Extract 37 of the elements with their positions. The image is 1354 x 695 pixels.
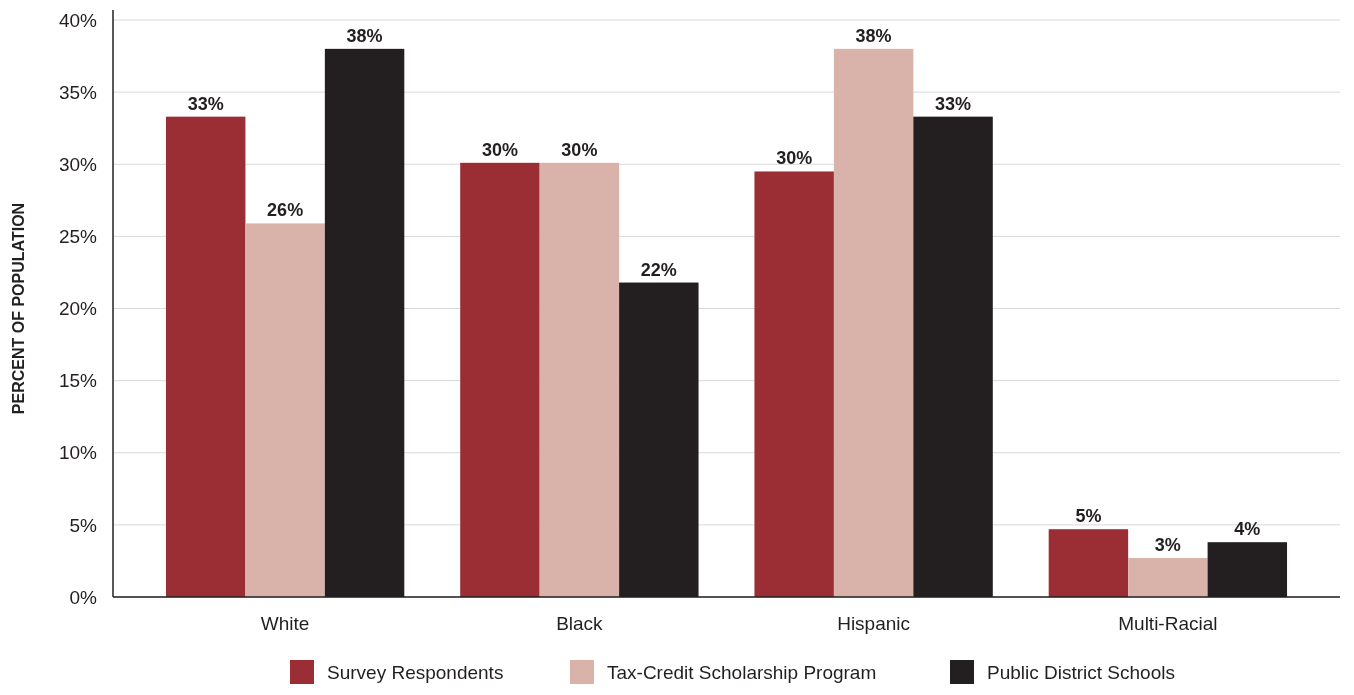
- data-label: 38%: [855, 25, 892, 46]
- y-tick-label: 30%: [58, 153, 98, 175]
- bar: [539, 162, 620, 597]
- data-label: 30%: [481, 139, 518, 160]
- data-label: 38%: [346, 25, 383, 46]
- bar: [245, 223, 325, 597]
- data-label: 33%: [935, 93, 972, 114]
- y-tick-label: 40%: [58, 9, 98, 31]
- y-tick-label: 5%: [69, 514, 98, 536]
- bar: [165, 116, 246, 597]
- y-tick-label: 15%: [58, 370, 98, 392]
- legend-label: Tax-Credit Scholarship Program: [607, 662, 877, 683]
- bar: [460, 162, 540, 597]
- data-label: 33%: [187, 93, 224, 114]
- data-label: 22%: [640, 259, 677, 280]
- data-label: 26%: [267, 200, 304, 221]
- y-tick-label: 10%: [58, 442, 98, 464]
- x-tick-label: Black: [556, 613, 604, 634]
- legend-label: Public District Schools: [987, 662, 1175, 683]
- y-tick-label: 0%: [69, 586, 98, 608]
- x-tick-label: White: [260, 613, 310, 634]
- y-tick-label: 25%: [58, 226, 98, 248]
- bar: [1048, 529, 1129, 597]
- data-label: 30%: [561, 139, 598, 160]
- bar: [833, 48, 914, 597]
- y-axis-title: PERCENT OF POPULATION: [10, 202, 27, 415]
- data-label: 5%: [1075, 506, 1102, 527]
- data-label: 4%: [1234, 519, 1261, 540]
- bar: [754, 171, 834, 597]
- x-tick-label: Multi-Racial: [1118, 613, 1218, 634]
- data-label: 30%: [776, 148, 813, 169]
- x-tick-label: Hispanic: [837, 613, 911, 634]
- legend-label: Survey Respondents: [327, 662, 504, 683]
- y-tick-label: 35%: [58, 81, 98, 103]
- y-tick-label: 20%: [58, 298, 98, 320]
- bar: [1128, 558, 1208, 597]
- data-label: 3%: [1154, 535, 1181, 556]
